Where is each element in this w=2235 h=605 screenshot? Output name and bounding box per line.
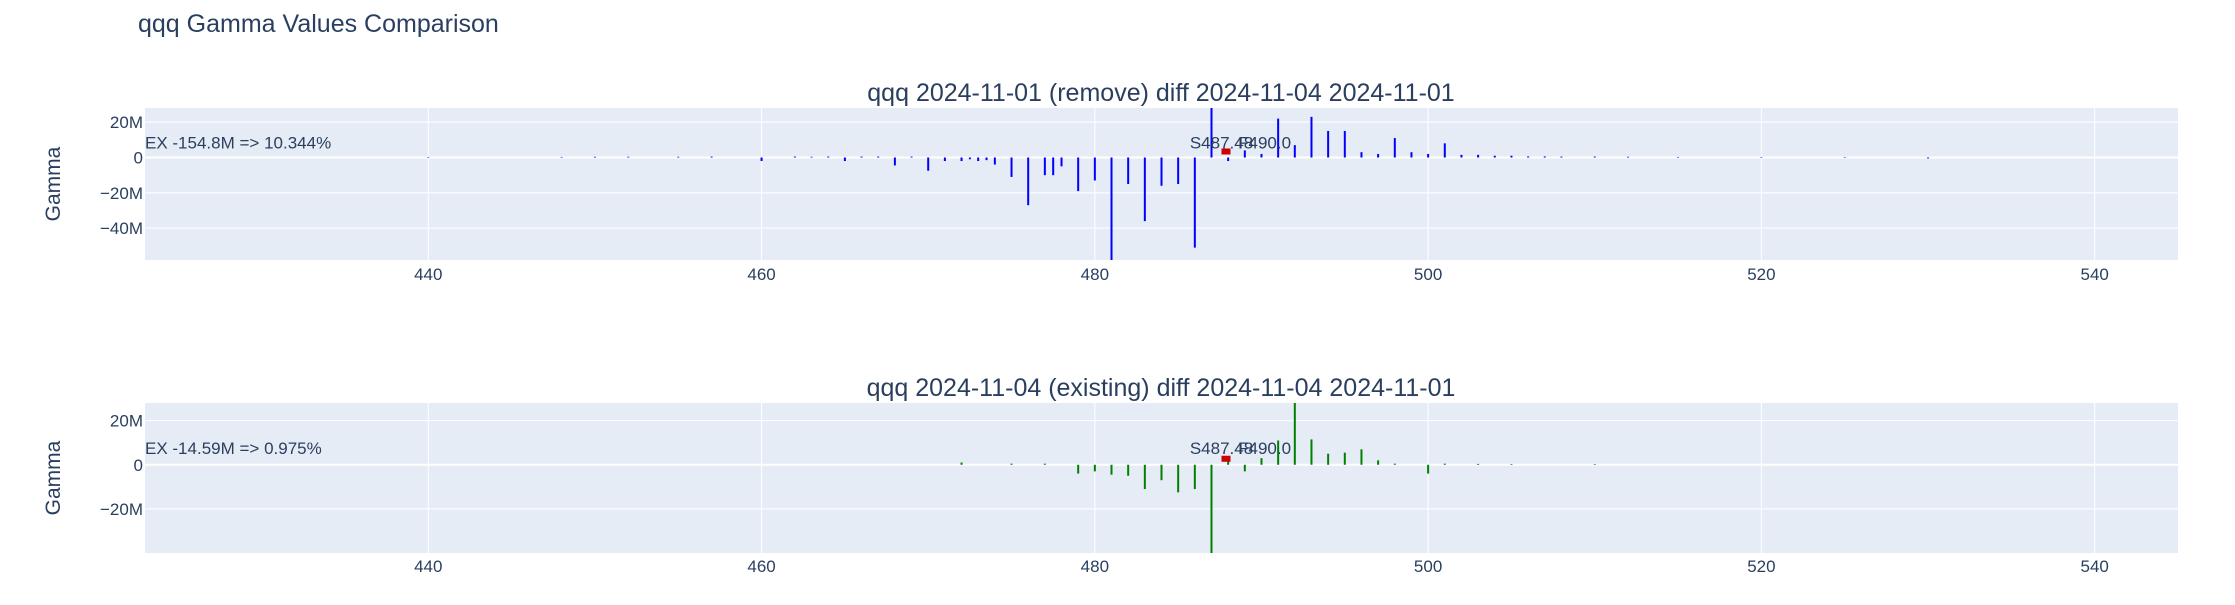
x-tick-label: 460 <box>747 265 775 284</box>
x-tick-label: 460 <box>747 557 775 576</box>
x-tick-label: 540 <box>2080 557 2108 576</box>
y-tick-label: 0 <box>134 456 143 475</box>
subplot-title: qqq 2024-11-01 (remove) diff 2024-11-04 … <box>867 79 1454 107</box>
spot-marker <box>1221 455 1231 462</box>
bars <box>960 403 1596 553</box>
x-tick-label: 520 <box>1747 557 1775 576</box>
figure-title: qqq Gamma Values Comparison <box>138 10 499 38</box>
annotation-label: EX -14.59M => 0.975% <box>145 439 322 458</box>
y-tick-label: 0 <box>134 148 143 167</box>
x-tick-label: 440 <box>414 265 442 284</box>
spot-marker <box>1221 148 1231 155</box>
y-tick-label: 20M <box>110 412 143 431</box>
annotation-label: F490.0 <box>1238 133 1291 152</box>
subplot-title: qqq 2024-11-04 (existing) diff 2024-11-0… <box>867 374 1456 402</box>
x-tick-label: 540 <box>2080 265 2108 284</box>
x-tick-label: 520 <box>1747 265 1775 284</box>
x-tick-label: 480 <box>1081 557 1109 576</box>
tick-labels: 440 460 480 500 520 540 20M 0 −20M −40M <box>100 113 2109 284</box>
subplot-remove: 440 460 480 500 520 540 20M 0 −20M −40M EX -154.8… <box>42 79 2178 284</box>
annotation-label: S487.48 <box>1190 133 1253 152</box>
subplot-existing: 440 460 480 500 520 540 20M 0 −20M EX -14.59M =>… <box>42 374 2178 576</box>
annotation-label: EX -154.8M => 10.344% <box>145 133 331 152</box>
bars <box>427 108 1930 260</box>
y-axis-label: Gamma <box>42 440 65 515</box>
annotation-label: F490.0 <box>1238 439 1291 458</box>
x-tick-label: 480 <box>1081 265 1109 284</box>
y-axis-label: Gamma <box>42 146 65 221</box>
y-gridlines <box>145 108 2178 260</box>
y-tick-label: −20M <box>100 500 143 519</box>
y-tick-label: −20M <box>100 184 143 203</box>
y-tick-label: −40M <box>100 219 143 238</box>
y-tick-label: 20M <box>110 113 143 132</box>
x-tick-label: 440 <box>414 557 442 576</box>
annotation-label: S487.48 <box>1190 439 1253 458</box>
x-tick-label: 500 <box>1414 557 1442 576</box>
x-tick-label: 500 <box>1414 265 1442 284</box>
tick-labels: 440 460 480 500 520 540 20M 0 −20M <box>100 412 2109 576</box>
